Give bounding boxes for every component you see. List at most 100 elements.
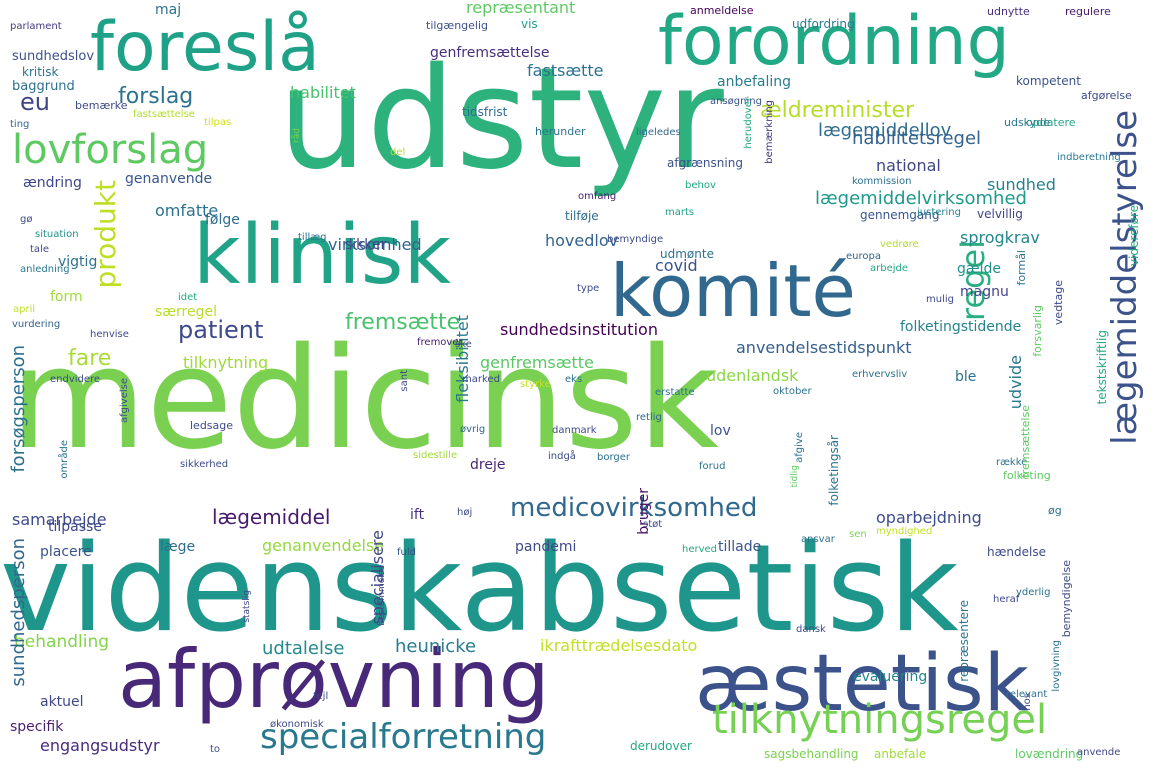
word-fleksibilitet: fleksibilitet [453,315,472,403]
word-kritisk: kritisk [22,65,59,79]
word-bemærkning: bemærkning [764,100,775,164]
word-samarbejde: samarbejde [12,510,107,529]
word-omfatte: omfatte [155,201,219,220]
word-situation: situation [35,229,79,240]
word-lovforslag: lovforslag [12,127,209,173]
word-vurdering: vurdering [12,319,61,330]
word-æstetisk: æstetisk [695,639,1029,729]
word-magnu: magnu [960,284,1009,300]
word-sagsbehandling: sagsbehandling [764,747,859,761]
word-genfremsættelse: genfremsættelse [430,45,550,61]
word-genfremsætte: genfremsætte [480,353,594,372]
word-marked: marked [462,374,500,385]
word-sidestille: sidestille [413,450,458,461]
word-opdatere: opdatere [1026,116,1076,129]
word-specifik: specifik [10,719,64,735]
word-gø: gø [20,214,33,225]
word-yderlig: yderlig [1016,587,1051,598]
word-tilknytning: tilknytning [183,353,269,372]
word-national: national [876,156,941,175]
word-dansk: dansk [796,624,826,635]
word-myndighed: myndighed [876,526,933,537]
word-økonomisk: økonomisk [270,719,324,730]
word-lovgivning: lovgivning [1051,640,1062,692]
word-ikrafttrædelsesdato: ikrafttrædelsesdato [540,636,698,655]
word-vigtig: vigtig [58,254,98,270]
word-hos: hos [1022,693,1033,711]
word-vedrøre: vedrøre [880,239,919,250]
word-lov: lov [710,423,731,439]
word-udvide: udvide [1006,355,1025,410]
word-relevant: relevant [1006,689,1048,700]
word-ansvar: ansvar [801,534,835,545]
word-omfang: omfang [578,191,617,202]
word-område: område [59,440,70,479]
word-indgå: indgå [548,451,576,462]
word-sundhedslov: sundhedslov [12,49,95,64]
word-forslag: forslag [118,84,194,109]
word-sundhed: sundhed [987,175,1056,194]
word-læge: læge [160,539,196,555]
word-udfordring: udfordring [792,17,855,31]
word-fremover: fremover [417,337,463,348]
word-oparbejdning: oparbejdning [876,508,982,527]
word-danmark: danmark [552,425,597,436]
word-ting: ting [10,119,30,130]
word-sprogkrav: sprogkrav [960,228,1040,247]
word-repræsentere: repræsentere [957,600,971,682]
word-fare: fare [68,346,112,371]
word-medicovirksomhed: medicovirksomhed [510,493,758,523]
word-lægemiddellov: lægemiddellov [818,120,952,141]
word-tilgængelig: tilgængelig [426,19,489,32]
word-fejl: fejl [313,691,329,702]
word-øg: øg [1048,504,1062,517]
word-del: del [390,147,406,158]
word-udskyde: udskyde [1004,116,1050,129]
word-råd: råd [292,128,302,143]
word-tilpas: tilpas [204,117,232,128]
word-herved: herved [682,544,718,555]
word-forud: forud [699,461,726,472]
word-sen: sen [849,529,867,540]
word-udenlandsk: udenlandsk [706,366,799,385]
word-eu: eu [20,88,50,116]
word-regel: regel [954,240,992,322]
word-velvillig: velvillig [977,207,1023,221]
word-heunicke: heunicke [395,636,477,657]
word-baggrund: baggrund [12,79,75,94]
word-anbefaling: anbefaling [717,74,791,90]
word-kommission: kommission [852,176,912,187]
word-europa: europa [846,251,881,262]
word-habilitet: habilitet [290,83,356,102]
word-afgørelse: afgørelse [1081,89,1132,102]
word-parlament: parlament [10,21,62,32]
word-idet: idet [178,292,198,303]
word-høj: høj [457,507,473,518]
word-herudover: herudover [743,97,754,149]
word-statslig: statslig [242,590,252,623]
word-eks: eks [565,374,583,385]
word-virksomhed: virksomhed [328,235,422,254]
word-pandemi: pandemi [515,539,577,555]
word-dreje: dreje [470,457,506,473]
word-forordning: forordning [658,2,1010,81]
word-regulere: regulere [1065,5,1111,18]
word-hovedlov: hovedlov [545,231,619,250]
word-covid: covid [655,256,698,275]
word-anbefale: anbefale [874,747,927,761]
word-gennemgang: gennemgang [860,208,940,222]
word-udmønte: udmønte [660,247,714,261]
word-klinisk: klinisk [193,208,452,303]
word-bestemmelse: bestemmelse [377,565,387,626]
word-ansøgning: ansøgning [710,96,762,107]
word-hændelse: hændelse [987,545,1046,559]
word-april: april [13,304,36,315]
word-anledning: anledning [20,264,70,275]
word-derudover: derudover [630,739,692,753]
word-udnytte: udnytte [987,5,1030,18]
word-oktober: oktober [773,386,812,397]
word-herunder: herunder [535,125,586,138]
word-tekstskriftlig: tekstskriftlig [1095,330,1109,405]
word-række: række [996,457,1028,468]
word-evaluering: evaluering [853,669,928,685]
